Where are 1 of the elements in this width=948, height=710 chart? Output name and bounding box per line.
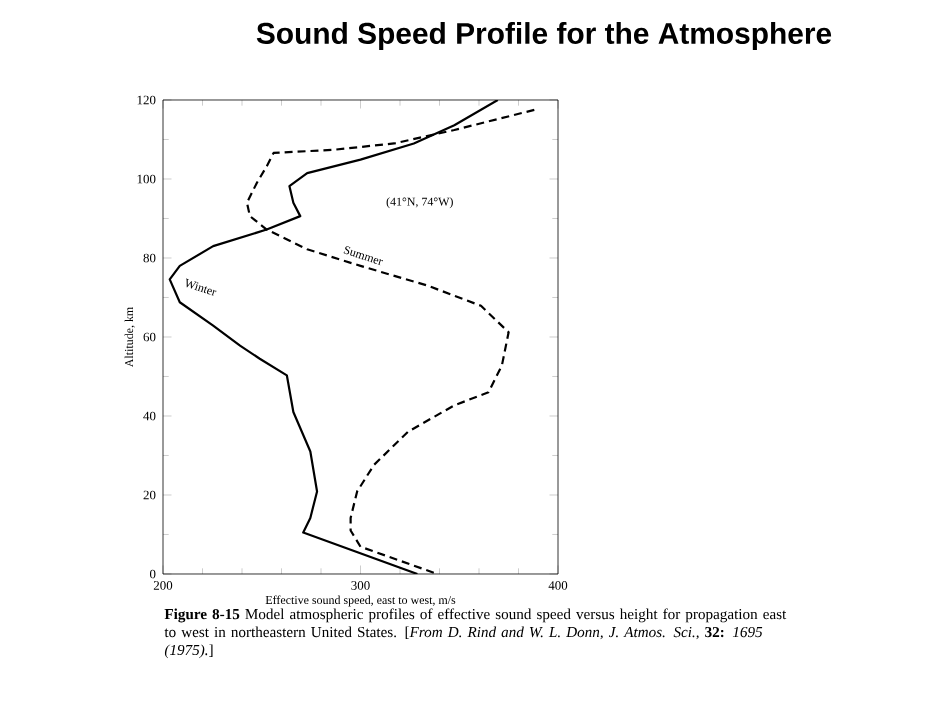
chart-title: Sound Speed Profile for the Atmosphere [256,22,832,50]
